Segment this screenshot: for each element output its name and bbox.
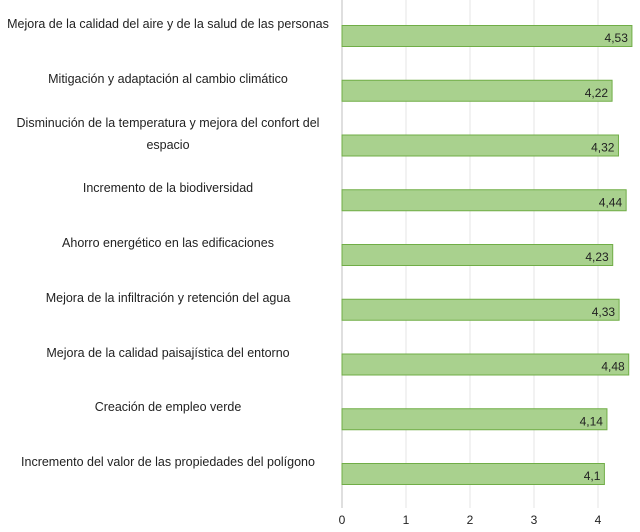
x-tick-label: 3 (531, 513, 538, 527)
value-label: 4,33 (592, 305, 616, 319)
x-tick-label: 2 (467, 513, 474, 527)
category-label: Creación de empleo verde (94, 400, 242, 415)
value-label: 4,32 (591, 141, 615, 155)
bar (341, 298, 620, 321)
bar (341, 408, 608, 431)
category-label: Incremento del valor de las propiedades … (21, 455, 315, 469)
bar (341, 79, 613, 102)
x-tick-label: 0 (339, 513, 346, 527)
bar (341, 353, 630, 376)
category-label: Mejora de la infiltración y retención de… (45, 290, 291, 305)
category-label: Mejora de la calidad paisajística del en… (46, 345, 290, 360)
category-label: Disminución de la temperatura y mejora d… (16, 115, 320, 152)
value-label: 4,22 (585, 86, 609, 100)
category-label: Ahorro energético en las edificaciones (62, 236, 274, 250)
value-label: 4,53 (605, 31, 629, 45)
value-label: 4,1 (584, 469, 601, 483)
x-tick-label: 1 (403, 513, 410, 527)
value-label: 4,44 (599, 195, 623, 209)
bar (341, 463, 605, 485)
value-label: 4,14 (580, 414, 604, 428)
value-label: 4,23 (585, 250, 609, 264)
category-label: Incremento de la biodiversidad (82, 181, 254, 196)
category-label: Mitigación y adaptación al cambio climát… (48, 71, 288, 86)
bar (341, 25, 633, 47)
bar (341, 134, 619, 157)
bar (341, 189, 627, 212)
x-tick-label: 4 (595, 513, 602, 527)
category-label: Mejora de la calidad del aire y de la sa… (7, 17, 329, 31)
bar (341, 244, 614, 266)
value-label: 4,48 (601, 360, 625, 374)
